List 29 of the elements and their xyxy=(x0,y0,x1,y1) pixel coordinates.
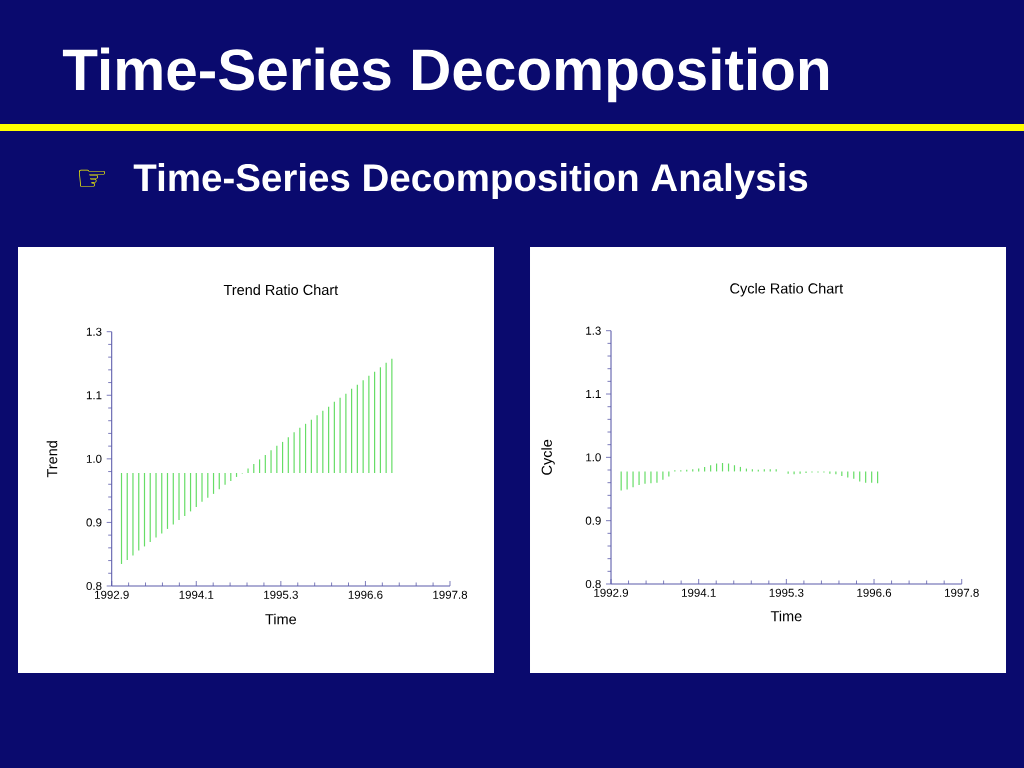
x-tick-label: 1994.1 xyxy=(681,588,716,597)
y-tick-label: 1.0 xyxy=(86,454,102,463)
y-tick-label: 0.8 xyxy=(86,581,102,591)
chart-title: Cycle Ratio Chart xyxy=(730,282,844,297)
y-tick-label: 1.3 xyxy=(586,326,601,335)
text: ☞ xyxy=(78,169,106,187)
x-tick-label: 1997.8 xyxy=(945,588,979,597)
y-tick-label: 1.1 xyxy=(86,391,102,400)
y-tick-label: 0.9 xyxy=(86,518,102,527)
y-tick-label: 1.0 xyxy=(586,453,601,462)
x-tick-label: 1997.8 xyxy=(433,590,468,599)
x-tick-label: 1992.9 xyxy=(594,588,629,597)
x-tick-label: 1992.9 xyxy=(95,590,129,599)
y-tick-label: 1.1 xyxy=(586,390,601,398)
y-axis-title: Cycle xyxy=(541,439,555,475)
x-tick-label: 1995.3 xyxy=(769,588,804,597)
x-axis-title: Time xyxy=(265,613,297,625)
y-tick-label: 0.8 xyxy=(585,579,601,589)
x-tick-label: 1994.1 xyxy=(179,590,214,599)
text: Time-Series Decomposition xyxy=(62,47,829,103)
x-axis-title: Time xyxy=(770,610,802,622)
y-axis-title: Trend xyxy=(46,441,58,478)
x-tick-label: 1996.6 xyxy=(857,588,892,597)
x-tick-label: 1996.6 xyxy=(348,590,383,599)
y-tick-label: 1.3 xyxy=(86,327,102,336)
x-tick-label: 1995.3 xyxy=(264,590,298,599)
chart-title: Trend Ratio Chart xyxy=(223,284,339,296)
text: Time-Series Decomposition Analysis xyxy=(133,163,808,199)
y-tick-label: 0.9 xyxy=(585,516,601,525)
